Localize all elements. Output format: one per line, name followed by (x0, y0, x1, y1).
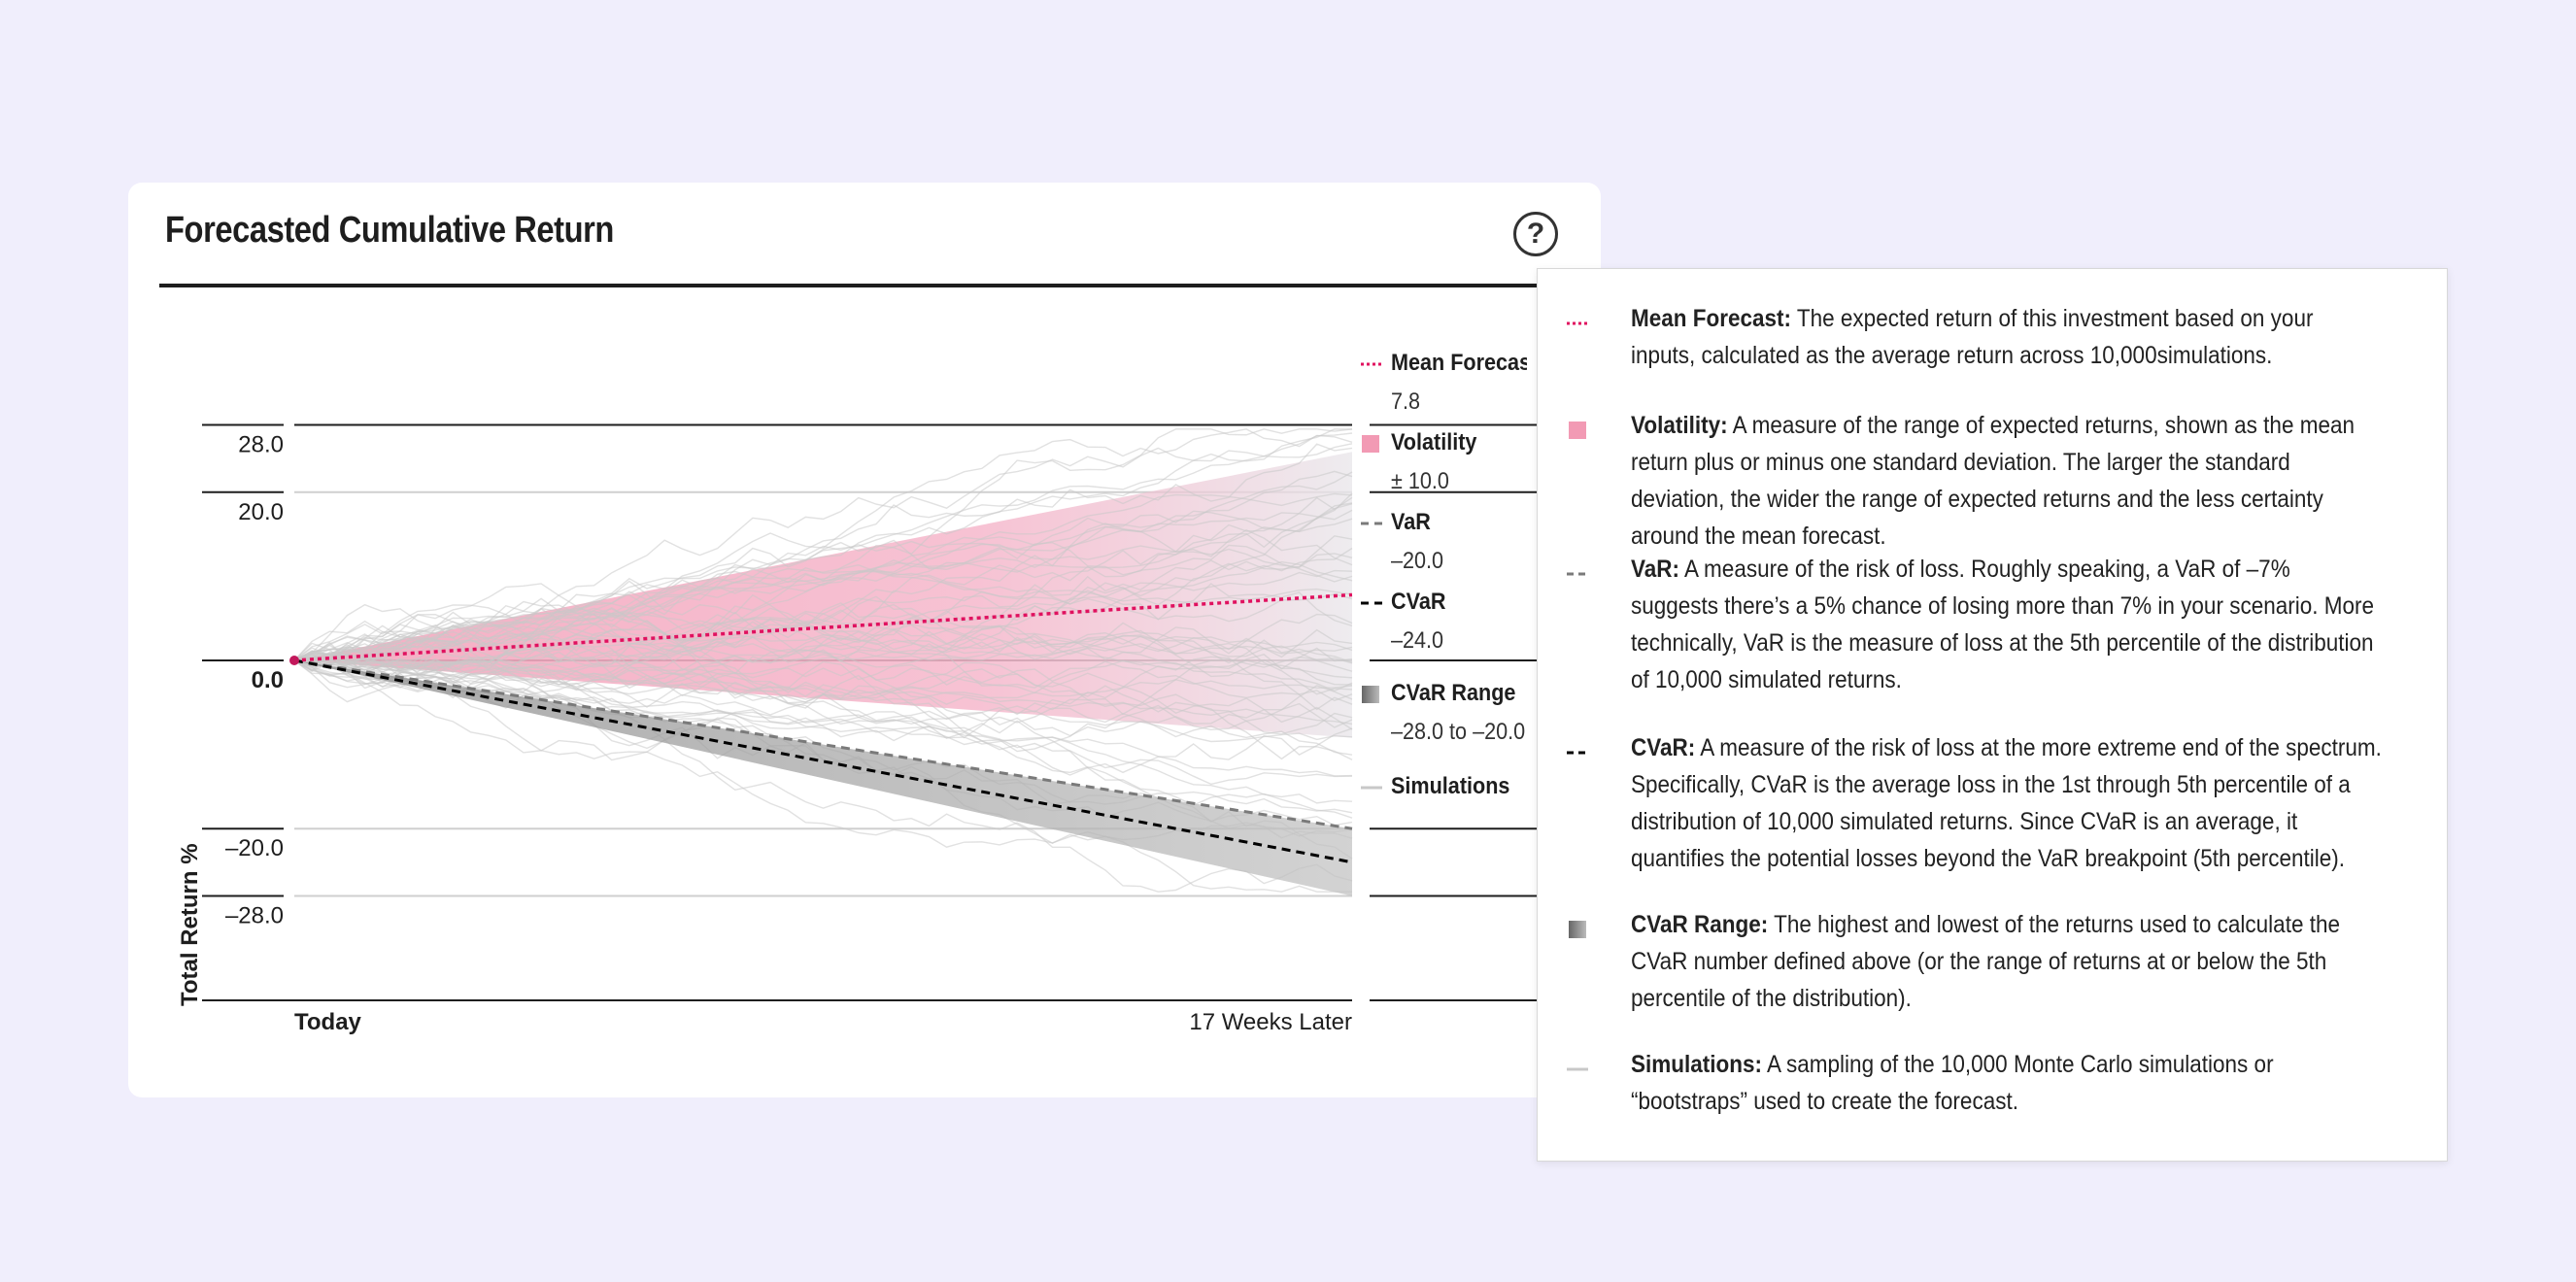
y-tick-label: 0.0 (252, 667, 284, 693)
dashed-line-icon (1567, 572, 1588, 576)
simulation-line (293, 492, 1353, 673)
legend-label: Mean Forecast (1391, 350, 1527, 376)
simulation-line (293, 583, 1353, 685)
simulation-line (293, 443, 1353, 662)
card-title: Forecasted Cumulative Return (165, 210, 614, 251)
simulation-line (293, 647, 1353, 730)
simulation-line (293, 623, 1353, 676)
simulation-line (293, 659, 1353, 893)
legend-label: Volatility (1391, 429, 1477, 455)
simulation-line (293, 432, 1353, 661)
gray-square-icon (1569, 921, 1586, 938)
dotted-line-icon (1361, 362, 1382, 366)
pink-square-icon (1362, 435, 1379, 453)
help-text: A measure of the range of expected retur… (1631, 412, 2356, 550)
legend-label: VaR (1391, 509, 1431, 535)
x-tick-label: 17 Weeks Later (1189, 1009, 1352, 1035)
help-term: Volatility: (1631, 412, 1728, 439)
help-term: Simulations: (1631, 1051, 1763, 1078)
cvar-line (293, 658, 1353, 864)
help-text: The expected return of this investment b… (1631, 305, 2314, 369)
help-term: VaR: (1631, 556, 1680, 583)
y-tick-label: 28.0 (238, 432, 284, 458)
simulation-line (293, 634, 1353, 671)
legend-value: 7.8 (1391, 388, 1421, 415)
help-term: CVaR: (1631, 734, 1696, 761)
simulation-line (293, 428, 1353, 674)
legend-label: CVaR Range (1391, 680, 1516, 706)
pink-square-icon (1569, 422, 1586, 439)
simulation-line (293, 649, 1353, 684)
origin-point (289, 656, 299, 665)
chart-legend: Mean Forecast 7.8 Volatility ± 10.0 VaR … (1360, 320, 1527, 826)
simulation-line (293, 659, 1353, 700)
legend-value: ± 10.0 (1391, 468, 1449, 494)
simulation-line (293, 470, 1353, 661)
y-tick-label: –20.0 (225, 835, 284, 861)
simulation-line (293, 428, 1353, 665)
simulation-line (293, 623, 1353, 686)
simulation-line (293, 471, 1353, 661)
simulation-line (293, 492, 1353, 661)
legend-label: CVaR (1391, 589, 1446, 615)
dotted-line-icon (1567, 321, 1588, 325)
solid-line-icon (1361, 786, 1382, 790)
simulation-line (293, 509, 1353, 666)
dashed-line-icon (1567, 751, 1588, 755)
simulation-line (293, 643, 1353, 739)
help-text: A sampling of the 10,000 Monte Carlo sim… (1631, 1051, 2274, 1115)
legend-label: Simulations (1391, 773, 1510, 799)
simulation-line (293, 544, 1353, 661)
simulation-line (293, 547, 1353, 661)
y-tick-label: –28.0 (225, 902, 284, 928)
cvar-range-band (294, 660, 1352, 896)
dashed-line-icon (1361, 601, 1382, 605)
gray-square-icon (1362, 686, 1379, 703)
mean-forecast-line (293, 592, 1353, 662)
help-text: A measure of the risk of loss at the mor… (1631, 734, 2382, 872)
help-text: A measure of the risk of loss. Roughly s… (1631, 556, 2374, 693)
legend-value: –20.0 (1391, 548, 1444, 574)
simulation-line (293, 518, 1353, 661)
y-tick-label: 20.0 (238, 499, 284, 525)
x-tick-label: Today (294, 1009, 362, 1035)
var-line (293, 658, 1353, 830)
simulation-line (293, 654, 1353, 756)
help-panel: Mean Forecast: The expected return of th… (1537, 268, 2448, 1162)
title-divider (159, 284, 1601, 287)
solid-line-icon (1567, 1067, 1588, 1071)
y-axis-label: Total Return % (177, 843, 203, 1006)
help-term: Mean Forecast: (1631, 305, 1792, 332)
legend-value: –28.0 to –20.0 (1391, 719, 1526, 745)
help-icon[interactable]: ? (1513, 212, 1558, 256)
simulation-line (293, 659, 1353, 725)
simulation-line (293, 606, 1353, 699)
simulation-line (293, 607, 1353, 689)
help-term: CVaR Range: (1631, 911, 1769, 938)
help-text: The highest and lowest of the returns us… (1631, 911, 2340, 1012)
dashed-line-icon (1361, 522, 1382, 525)
legend-value: –24.0 (1391, 627, 1444, 654)
